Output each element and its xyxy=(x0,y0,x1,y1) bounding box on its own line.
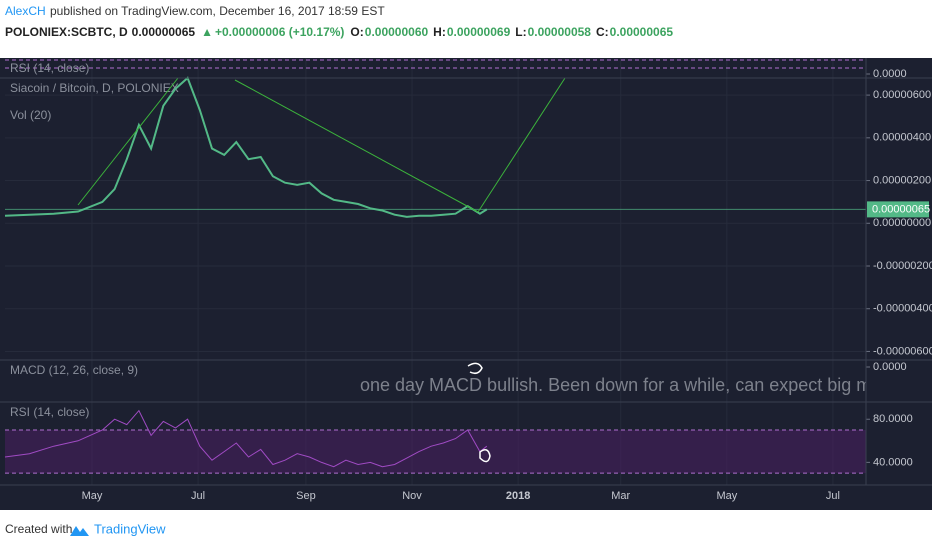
doodle xyxy=(467,362,483,375)
x-tick-label: Sep xyxy=(296,490,316,502)
y-tick-label: 40.0000 xyxy=(873,456,913,468)
x-tick-label: 2018 xyxy=(506,490,530,502)
ohlc-key: H: xyxy=(433,25,446,39)
plot: RSI (14, close) Siacoin / Bitcoin, D, POL… xyxy=(4,58,871,485)
symbol-line: POLONIEX:SCBTC, D 0.00000065 ▲ +0.00000006 … xyxy=(5,25,673,39)
ohlc-value: 0.00000060 xyxy=(365,25,429,39)
ohlc-value: 0.00000058 xyxy=(528,25,592,39)
last-price-box xyxy=(867,201,929,218)
series-line xyxy=(4,409,488,468)
pane-title: RSI (14, close) xyxy=(10,61,89,75)
footer-created: Created with xyxy=(5,522,72,536)
x-tick-label: Nov xyxy=(402,490,422,502)
x-tick-label: May xyxy=(716,490,737,502)
x-tick-label: Mar xyxy=(611,490,630,502)
y-tick-label: -0.00000200 xyxy=(873,260,932,272)
author[interactable]: AlexCH xyxy=(5,4,46,18)
ohlc-key: O: xyxy=(350,25,363,39)
footer-brand[interactable]: TradingView xyxy=(94,521,166,536)
x-tick-label: Jul xyxy=(826,490,840,502)
last-price-label: 0.00000065 xyxy=(872,203,930,215)
y-tick-label: 0.00000200 xyxy=(873,174,931,186)
ohlc-key: L: xyxy=(515,25,526,39)
y-tick-label: 0.00000600 xyxy=(873,89,931,101)
ohlc-value: 0.00000069 xyxy=(447,25,511,39)
logo xyxy=(70,526,89,536)
trend-line xyxy=(234,79,479,213)
y-tick-label: 0.00000000 xyxy=(873,217,931,229)
y-tick-label: 80.0000 xyxy=(873,413,913,425)
y-tick-label: 0.0000 xyxy=(873,68,907,80)
pane-title: Siacoin / Bitcoin, D, POLONIEX xyxy=(10,81,179,95)
y-tick-label: 0.0000 xyxy=(873,361,907,373)
ohlc-value: 0.00000065 xyxy=(610,25,674,39)
axes: May Jul Sep Nov 2018 Mar May Jul 0.0000 0.0000060… xyxy=(0,68,932,502)
band-fill xyxy=(5,430,866,474)
pane-title: RSI (14, close) xyxy=(10,405,89,419)
doodle xyxy=(479,449,491,463)
trend-line xyxy=(77,77,179,206)
y-tick-label: -0.00000600 xyxy=(873,345,932,357)
trend-line xyxy=(477,77,566,213)
series-line xyxy=(4,76,488,218)
published: published on TradingView.com, December 1… xyxy=(50,4,385,18)
y-tick-label: -0.00000400 xyxy=(873,303,932,315)
change: +0.00000006 (+10.17%) xyxy=(215,25,344,39)
price: 0.00000065 xyxy=(132,25,196,39)
arrow: ▲ xyxy=(201,25,213,39)
pane-subtitle: Vol (20) xyxy=(10,108,51,122)
ohlc-key: C: xyxy=(596,25,609,39)
y-tick-label: 0.00000400 xyxy=(873,132,931,144)
x-tick-label: Jul xyxy=(191,490,205,502)
annotation: one day MACD bullish. Been down for a wh… xyxy=(360,375,871,395)
pane-title: MACD (12, 26, close, 9) xyxy=(10,363,138,377)
x-tick-label: May xyxy=(82,490,103,502)
symbol: POLONIEX:SCBTC, D xyxy=(5,25,128,39)
